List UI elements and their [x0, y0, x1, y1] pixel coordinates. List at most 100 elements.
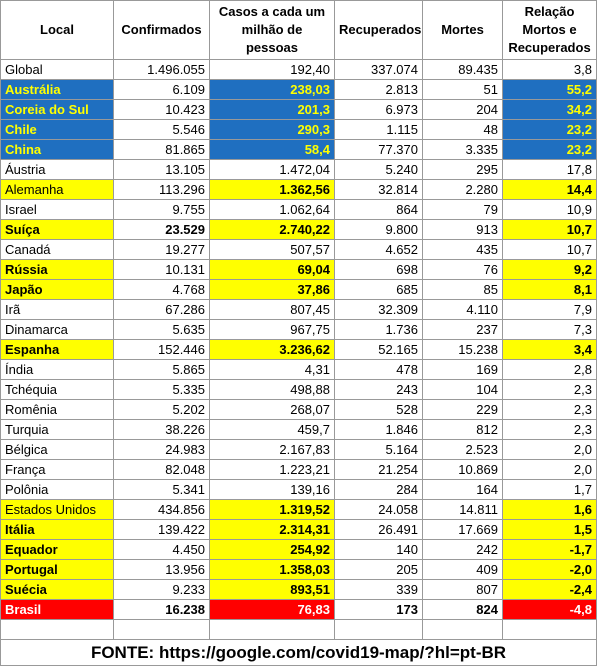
value-cell: 4.652 — [334, 239, 423, 260]
column-header: Mortes — [422, 0, 503, 60]
value-cell: 10,7 — [502, 239, 597, 260]
value-cell: 79 — [422, 199, 503, 220]
table-row: Estados Unidos 434.856 1.319,52 24.058 14.81… — [0, 499, 597, 520]
value-cell: 17.669 — [422, 519, 503, 540]
value-cell: 34,2 — [502, 99, 597, 120]
value-cell: 32.309 — [334, 299, 423, 320]
value-cell: 3,4 — [502, 339, 597, 360]
column-header: Relação Mortos e Recuperados — [502, 0, 597, 60]
value-cell: 5.164 — [334, 439, 423, 460]
value-cell: 16.238 — [113, 599, 210, 620]
value-cell: -1,7 — [502, 539, 597, 560]
location-cell: Global — [0, 59, 114, 80]
value-cell: 2.813 — [334, 79, 423, 100]
value-cell: 459,7 — [209, 419, 335, 440]
value-cell: 2,0 — [502, 459, 597, 480]
value-cell: 140 — [334, 539, 423, 560]
value-cell: 2,3 — [502, 419, 597, 440]
value-cell: 339 — [334, 579, 423, 600]
location-cell: Tchéquia — [0, 379, 114, 400]
value-cell: 1.496.055 — [113, 59, 210, 80]
value-cell: 201,3 — [209, 99, 335, 120]
value-cell: 1.362,56 — [209, 179, 335, 200]
location-cell: Irã — [0, 299, 114, 320]
value-cell: 5.335 — [113, 379, 210, 400]
table-row: Japão 4.768 37,86 685 85 8,1 — [0, 279, 597, 300]
value-cell: 2,0 — [502, 439, 597, 460]
value-cell: 139,16 — [209, 479, 335, 500]
value-cell: 290,3 — [209, 119, 335, 140]
value-cell: 1,7 — [502, 479, 597, 500]
value-cell: -4,8 — [502, 599, 597, 620]
value-cell: 85 — [422, 279, 503, 300]
value-cell: 9,2 — [502, 259, 597, 280]
value-cell: 23,2 — [502, 139, 597, 160]
value-cell: -2,4 — [502, 579, 597, 600]
value-cell: 238,03 — [209, 79, 335, 100]
value-cell: 2,3 — [502, 379, 597, 400]
value-cell: 812 — [422, 419, 503, 440]
value-cell: 82.048 — [113, 459, 210, 480]
column-header: Recuperados — [334, 0, 423, 60]
table-row: Chile 5.546 290,3 1.115 48 23,2 — [0, 119, 597, 140]
value-cell: 7,3 — [502, 319, 597, 340]
location-cell: Espanha — [0, 339, 114, 360]
value-cell: 3.236,62 — [209, 339, 335, 360]
location-cell: Polônia — [0, 479, 114, 500]
table-row: França 82.048 1.223,21 21.254 10.869 2,0 — [0, 459, 597, 480]
value-cell: 192,40 — [209, 59, 335, 80]
value-cell: 38.226 — [113, 419, 210, 440]
table-row: Romênia 5.202 268,07 528 229 2,3 — [0, 399, 597, 420]
value-cell: 169 — [422, 359, 503, 380]
value-cell: 17,8 — [502, 159, 597, 180]
value-cell: 229 — [422, 399, 503, 420]
value-cell: 24.058 — [334, 499, 423, 520]
value-cell: 23,2 — [502, 119, 597, 140]
location-cell: Suécia — [0, 579, 114, 600]
value-cell: 76 — [422, 259, 503, 280]
value-cell: 237 — [422, 319, 503, 340]
value-cell: 152.446 — [113, 339, 210, 360]
value-cell: 8,1 — [502, 279, 597, 300]
value-cell: 913 — [422, 219, 503, 240]
source-note: FONTE: https://google.com/covid19-map/?h… — [0, 639, 597, 666]
value-cell: 1.472,04 — [209, 159, 335, 180]
table-row: Portugal 13.956 1.358,03 205 409 -2,0 — [0, 559, 597, 580]
table-row: Alemanha 113.296 1.362,56 32.814 2.280 14,4 — [0, 179, 597, 200]
value-cell: 19.277 — [113, 239, 210, 260]
value-cell: 81.865 — [113, 139, 210, 160]
value-cell: 113.296 — [113, 179, 210, 200]
value-cell: 698 — [334, 259, 423, 280]
table-row: Coreia do Sul 10.423 201,3 6.973 204 34,2 — [0, 99, 597, 120]
table-row: Tchéquia 5.335 498,88 243 104 2,3 — [0, 379, 597, 400]
value-cell: 268,07 — [209, 399, 335, 420]
header-row: Local Confirmados Casos a cada um milhão d… — [0, 0, 597, 60]
location-cell: Austrália — [0, 79, 114, 100]
value-cell: 1,5 — [502, 519, 597, 540]
location-cell: Japão — [0, 279, 114, 300]
value-cell: 14.811 — [422, 499, 503, 520]
table-row: Suécia 9.233 893,51 339 807 -2,4 — [0, 579, 597, 600]
empty-row — [0, 619, 597, 640]
value-cell: 173 — [334, 599, 423, 620]
value-cell: 10.869 — [422, 459, 503, 480]
location-cell: Coreia do Sul — [0, 99, 114, 120]
value-cell: 10.423 — [113, 99, 210, 120]
value-cell: 1.736 — [334, 319, 423, 340]
value-cell: 52.165 — [334, 339, 423, 360]
table-row: Turquia 38.226 459,7 1.846 812 2,3 — [0, 419, 597, 440]
value-cell: 2.740,22 — [209, 219, 335, 240]
value-cell: 9.800 — [334, 219, 423, 240]
location-cell: Canadá — [0, 239, 114, 260]
value-cell: 4.450 — [113, 539, 210, 560]
value-cell: 9.755 — [113, 199, 210, 220]
column-header: Local — [0, 0, 114, 60]
table-row: Itália 139.422 2.314,31 26.491 17.669 1,5 — [0, 519, 597, 540]
table-row: Espanha 152.446 3.236,62 52.165 15.238 3,4 — [0, 339, 597, 360]
table-row: Brasil 16.238 76,83 173 824 -4,8 — [0, 599, 597, 620]
location-cell: Brasil — [0, 599, 114, 620]
value-cell: 824 — [422, 599, 503, 620]
location-cell: Dinamarca — [0, 319, 114, 340]
value-cell: 893,51 — [209, 579, 335, 600]
